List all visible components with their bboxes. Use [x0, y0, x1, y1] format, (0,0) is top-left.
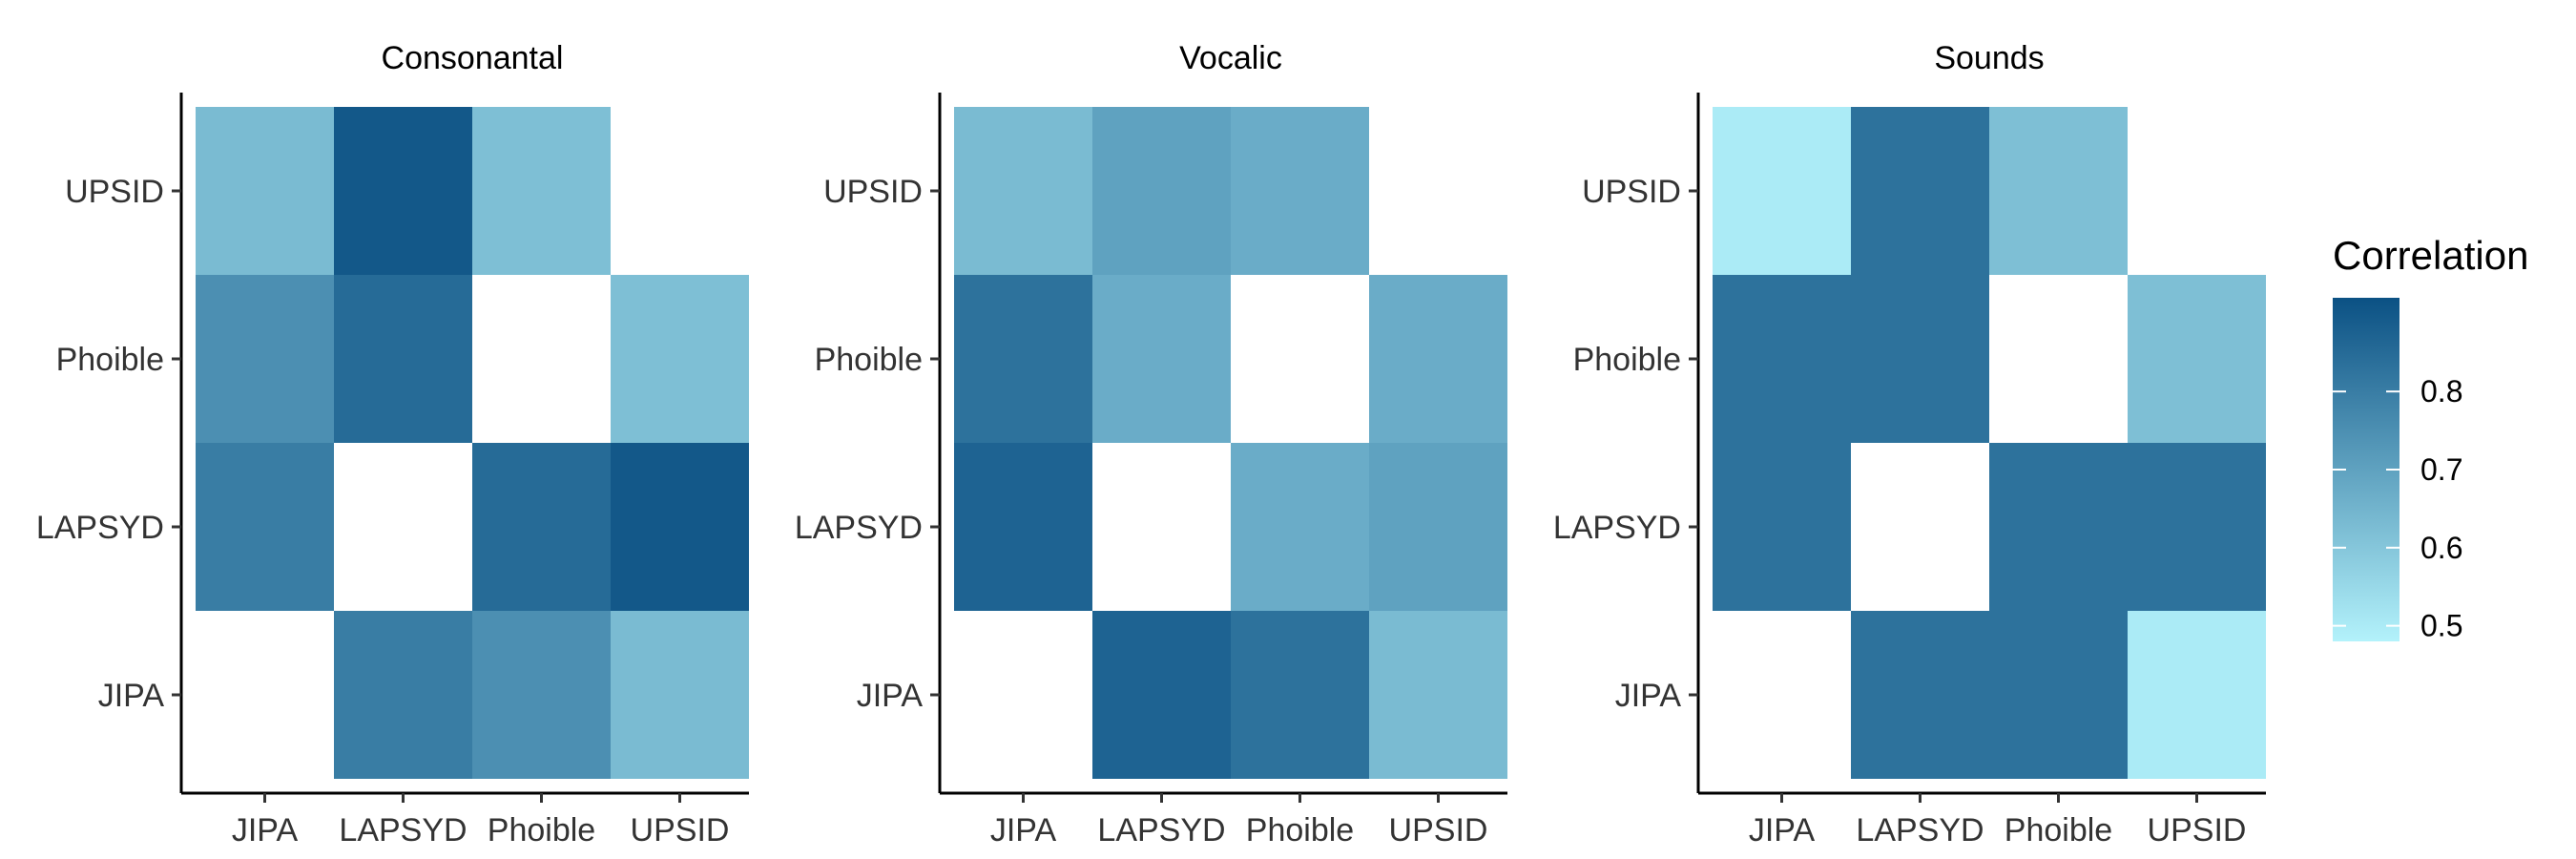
heatmap-cell	[611, 443, 749, 611]
heatmap-cell	[954, 443, 1092, 611]
heatmap-cell	[196, 107, 334, 275]
heatmap-cell	[1989, 443, 2128, 611]
heatmap-cell	[2128, 107, 2266, 275]
heatmap-cell	[1713, 275, 1851, 443]
panel-title: Sounds	[1934, 40, 2044, 76]
panels: Consonantal JIPA LAPSYD Phoible UPSID JIPA LAP…	[36, 40, 2266, 849]
y-tick-label: JIPA	[857, 678, 924, 714]
colorbar-label: 0.7	[2420, 452, 2462, 487]
x-tick-label: UPSID	[631, 812, 730, 849]
y-tick-label: Phoible	[815, 342, 923, 378]
heatmap-cell	[334, 107, 472, 275]
heatmap-cell	[1231, 443, 1369, 611]
legend-title: Correlation	[2333, 233, 2528, 278]
heatmap-cell	[1231, 611, 1369, 779]
x-tick-label: Phoible	[488, 812, 595, 849]
panel-vocalic: Vocalic JIPA LAPSYD Phoible UPSID JIPA LAPSYD P…	[795, 40, 1507, 849]
colorbar-ticks: 0.5 0.6 0.7 0.8	[2333, 374, 2462, 643]
heatmap-cell	[954, 107, 1092, 275]
heatmap-cell	[472, 443, 611, 611]
panel-title: Consonantal	[382, 40, 564, 76]
colorbar-label: 0.8	[2420, 374, 2462, 409]
heatmap-cell	[1851, 611, 1989, 779]
heatmap-cell	[1369, 443, 1507, 611]
y-tick-label: UPSID	[65, 174, 164, 210]
y-tick-label: JIPA	[98, 678, 165, 714]
x-tick-label: UPSID	[2148, 812, 2247, 849]
heatmap-cell	[954, 611, 1092, 779]
y-tick-label: Phoible	[1573, 342, 1681, 378]
heatmap-cell	[1989, 611, 2128, 779]
heatmap-cell	[334, 275, 472, 443]
x-tick-label: JIPA	[990, 812, 1057, 849]
x-tick-label: UPSID	[1389, 812, 1488, 849]
panel-consonantal: Consonantal JIPA LAPSYD Phoible UPSID JIPA LAP…	[36, 40, 749, 849]
heatmap-cell	[472, 275, 611, 443]
heatmap-cell	[1989, 107, 2128, 275]
x-tick-label: Phoible	[2005, 812, 2112, 849]
y-tick-label: LAPSYD	[1553, 510, 1681, 546]
heatmap-cell	[2128, 611, 2266, 779]
heatmap-cell	[611, 275, 749, 443]
y-tick-label: UPSID	[1582, 174, 1681, 210]
heatmap-cell	[611, 611, 749, 779]
x-tick-label: Phoible	[1246, 812, 1354, 849]
heatmap-cell	[196, 443, 334, 611]
heatmap-cell	[472, 611, 611, 779]
heatmap-cell	[611, 107, 749, 275]
heatmap-cell	[1369, 611, 1507, 779]
heatmap-cell	[1092, 611, 1231, 779]
y-tick-label: UPSID	[823, 174, 923, 210]
colorbar-label: 0.6	[2420, 531, 2462, 565]
heatmap-cell	[1231, 107, 1369, 275]
x-tick-label: JIPA	[1749, 812, 1816, 849]
panel-sounds: Sounds JIPA LAPSYD Phoible UPSID JIPA LAPSYD Ph…	[1553, 40, 2266, 849]
heatmap-cell	[472, 107, 611, 275]
heatmap-cell	[196, 275, 334, 443]
y-tick-label: Phoible	[56, 342, 164, 378]
panel-title: Vocalic	[1179, 40, 1282, 76]
heatmap-cell	[1851, 443, 1989, 611]
heatmap-cell	[196, 611, 334, 779]
y-tick-label: LAPSYD	[795, 510, 923, 546]
heatmap-cell	[1851, 275, 1989, 443]
heatmap-cell	[2128, 443, 2266, 611]
heatmap-cell	[1231, 275, 1369, 443]
x-tick-label: JIPA	[232, 812, 299, 849]
heatmap-cell	[1092, 107, 1231, 275]
legend: Correlation 0.5 0.6 0.7 0.8	[2333, 233, 2528, 643]
x-tick-label: LAPSYD	[1097, 812, 1225, 849]
y-tick-label: LAPSYD	[36, 510, 164, 546]
x-tick-label: LAPSYD	[1856, 812, 1984, 849]
heatmap-cell	[1369, 275, 1507, 443]
colorbar-label: 0.5	[2420, 609, 2462, 643]
heatmap-cell	[1851, 107, 1989, 275]
heatmap-cell	[1092, 275, 1231, 443]
heatmap-cell	[1369, 107, 1507, 275]
heatmap-cell	[2128, 275, 2266, 443]
heatmap-cell	[1713, 443, 1851, 611]
heatmap-cell	[1989, 275, 2128, 443]
heatmap-cell	[1713, 611, 1851, 779]
heatmap-cell	[954, 275, 1092, 443]
heatmap-cell	[334, 443, 472, 611]
heatmap-cell	[1713, 107, 1851, 275]
heatmap-cell	[334, 611, 472, 779]
y-tick-label: JIPA	[1615, 678, 1682, 714]
x-tick-label: LAPSYD	[339, 812, 467, 849]
heatmap-cell	[1092, 443, 1231, 611]
